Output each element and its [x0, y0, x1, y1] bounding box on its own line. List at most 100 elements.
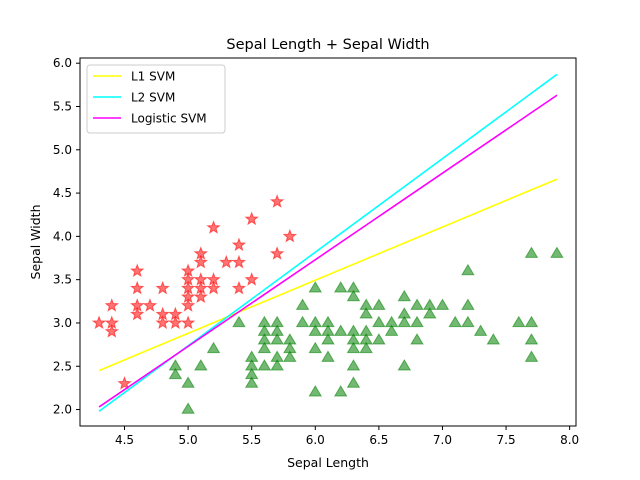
triangle-point [359, 298, 373, 310]
triangle-point [512, 315, 526, 328]
triangle-point [270, 333, 284, 345]
triangle-point [346, 289, 361, 302]
triangle-point [244, 359, 259, 371]
y-tick-label: 2.0 [53, 403, 72, 417]
triangle-point [346, 376, 361, 388]
triangle-point [397, 359, 412, 371]
x-axis-label: Sepal Length [287, 455, 369, 470]
triangle-point [206, 341, 221, 354]
x-tick-label: 4.5 [115, 433, 134, 447]
triangle-point [244, 350, 259, 362]
star-point [155, 306, 170, 321]
legend-label: Logistic SVM [131, 112, 207, 126]
triangle-point [461, 315, 475, 328]
triangle-point [372, 298, 386, 310]
legend-item: L2 SVM [93, 91, 175, 105]
star-point [129, 298, 145, 312]
triangle-point [486, 333, 501, 345]
y-tick-label: 4.0 [53, 229, 72, 243]
star-point [244, 211, 259, 226]
triangle-point [333, 385, 348, 397]
star-point [104, 298, 120, 312]
triangle-point [283, 350, 297, 362]
star-point [180, 272, 196, 286]
star-point [269, 246, 285, 260]
triangle-point [333, 281, 348, 293]
star-point [206, 280, 221, 295]
triangle-point [359, 333, 373, 345]
triangle-point [257, 324, 272, 336]
triangle-point [244, 367, 259, 380]
triangle-point [448, 315, 462, 328]
star-point [117, 375, 132, 390]
y-tick-label: 2.5 [53, 359, 72, 373]
star-point [91, 315, 107, 330]
triangle-point [524, 350, 539, 362]
triangle-point [524, 333, 539, 345]
y-tick-label: 3.0 [53, 316, 72, 330]
triangle-point [257, 333, 272, 345]
triangle-point [372, 315, 386, 328]
star-point [193, 254, 209, 269]
legend-label: L1 SVM [131, 70, 175, 84]
decision-line [98, 178, 558, 372]
y-axis-ticks: 2.0 2.5 3.0 3.5 4.0 4.5 5.0 5.5 6.0 [53, 56, 80, 417]
triangle-point [308, 315, 323, 328]
triangle-point [397, 315, 412, 328]
triangle-point [295, 315, 310, 328]
triangle-point [308, 341, 323, 354]
star-point [193, 280, 209, 295]
triangle-point [410, 333, 424, 345]
triangle-point [524, 315, 539, 328]
triangle-point [270, 315, 284, 328]
axes-frame [79, 57, 577, 427]
triangle-point [308, 281, 323, 293]
triangle-point [359, 341, 373, 354]
star-point [168, 315, 183, 330]
triangle-point [308, 385, 323, 397]
y-tick-label: 5.5 [53, 99, 72, 113]
triangle-point [321, 350, 335, 362]
triangle-point [524, 246, 539, 258]
legend: L1 SVM L2 SVM Logistic SVM [86, 64, 226, 134]
triangle-point [550, 246, 564, 258]
star-point [231, 237, 247, 252]
triangle-point [346, 341, 361, 354]
legend-item: Logistic SVM [93, 112, 207, 126]
triangle-point [270, 350, 284, 362]
triangle-point [168, 359, 183, 371]
triangle-point [283, 341, 297, 354]
x-tick-label: 7.0 [433, 433, 452, 447]
x-tick-label: 8.0 [560, 433, 579, 447]
y-tick-label: 3.5 [53, 273, 72, 287]
star-point [219, 254, 234, 269]
triangle-point [321, 315, 335, 328]
triangle-point [333, 324, 348, 336]
scatter-series-star [91, 194, 298, 390]
triangle-point [461, 298, 475, 310]
star-point [129, 263, 145, 278]
triangle-point [384, 324, 399, 336]
star-point [155, 315, 170, 330]
x-axis-ticks: 4.5 5.0 5.5 6.0 6.5 7.0 7.5 8.0 [115, 426, 579, 447]
triangle-point [422, 298, 437, 310]
star-point [104, 323, 120, 338]
triangle-point [295, 298, 310, 310]
star-point [155, 280, 170, 295]
scatter-series-triangle [168, 246, 564, 414]
triangle-point [308, 324, 323, 336]
triangle-point [321, 333, 335, 345]
x-tick-label: 5.0 [179, 433, 198, 447]
star-point [231, 254, 247, 269]
legend-box [86, 64, 226, 134]
triangle-point [346, 324, 361, 336]
y-tick-label: 6.0 [53, 56, 72, 70]
triangle-point [283, 333, 297, 345]
star-point [206, 272, 221, 286]
triangle-point [372, 333, 386, 345]
triangle-point [384, 315, 399, 328]
triangle-point [435, 298, 450, 310]
star-point [180, 289, 196, 304]
triangle-point [181, 402, 195, 414]
triangle-point [257, 359, 272, 371]
